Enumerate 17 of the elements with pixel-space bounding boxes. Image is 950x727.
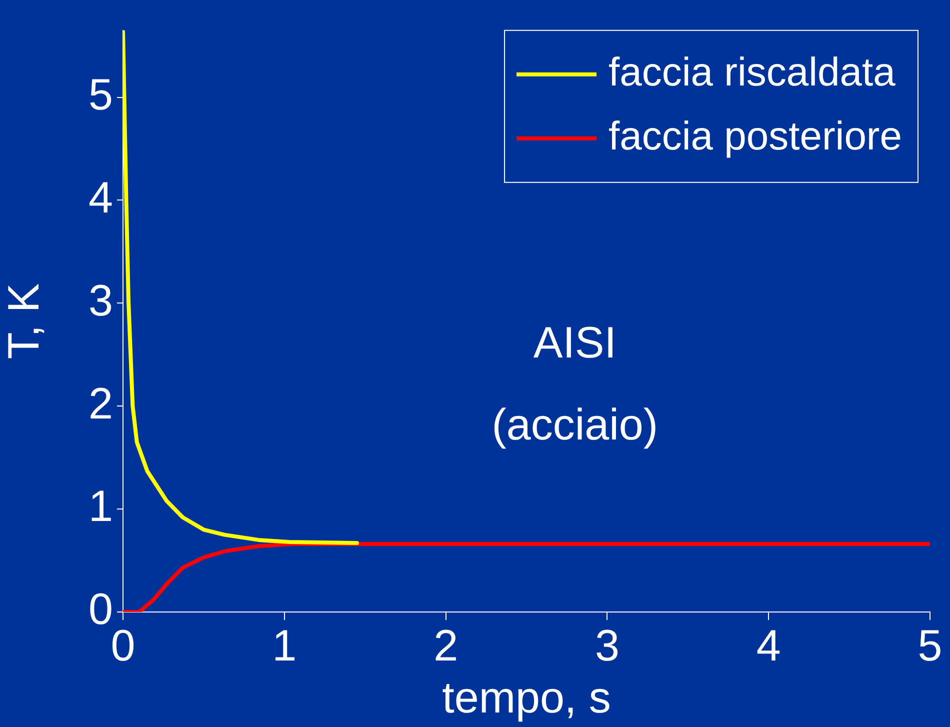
x-tick-label: 4 xyxy=(756,622,781,671)
y-tick-label: 1 xyxy=(88,482,113,532)
y-tick-label: 3 xyxy=(88,276,113,326)
y-tick-label: 2 xyxy=(88,379,113,428)
y-tick-label: 0 xyxy=(88,585,113,634)
legend-label: faccia posteriore xyxy=(608,114,902,158)
annotation: (acciaio) xyxy=(492,400,658,450)
legend-label: faccia riscaldata xyxy=(608,50,896,94)
y-tick-label: 5 xyxy=(88,70,113,120)
x-axis-title: tempo, s xyxy=(442,674,611,723)
x-tick-label: 1 xyxy=(272,622,297,671)
x-tick-label: 5 xyxy=(918,622,942,671)
annotation: AISI xyxy=(533,318,616,368)
x-tick-label: 2 xyxy=(434,622,458,671)
y-axis-title: T, K xyxy=(0,283,49,360)
x-tick-label: 3 xyxy=(594,622,620,671)
y-tick-label: 4 xyxy=(88,173,113,222)
